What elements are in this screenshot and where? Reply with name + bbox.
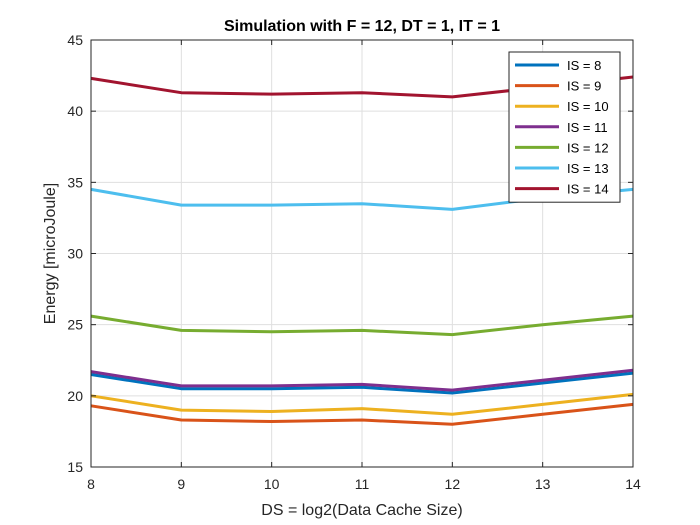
x-tick-label: 13 <box>535 476 551 492</box>
legend-label: IS = 13 <box>567 161 609 176</box>
series-line <box>90 371 634 395</box>
legend-label: IS = 9 <box>567 79 601 94</box>
y-tick-label: 35 <box>67 174 83 190</box>
series-line <box>90 314 634 337</box>
y-tick-label: 15 <box>67 459 83 475</box>
chart-title: Simulation with F = 12, DT = 1, IT = 1 <box>224 18 500 35</box>
x-tick-label: 8 <box>87 476 95 492</box>
x-tick-label: 9 <box>177 476 185 492</box>
series-line <box>90 402 634 426</box>
x-tick-label: 12 <box>445 476 461 492</box>
series-line <box>90 392 634 416</box>
y-tick-label: 30 <box>67 246 83 262</box>
x-axis-label: DS = log2(Data Cache Size) <box>261 502 462 519</box>
legend-label: IS = 12 <box>567 140 609 155</box>
y-tick-label: 40 <box>67 103 83 119</box>
legend-label: IS = 11 <box>567 120 608 135</box>
x-tick-label: 11 <box>355 476 370 492</box>
y-tick-label: 20 <box>67 388 83 404</box>
axis-ticks: 8 9 10 11 12 13 14 15 20 25 30 35 40 45 <box>67 32 641 492</box>
legend: IS = 8 IS = 9 IS = 10 IS = 11 IS = 12 IS = 13… <box>508 51 621 203</box>
x-tick-label: 10 <box>264 476 280 492</box>
series-line <box>90 368 634 392</box>
legend-label: IS = 14 <box>567 182 609 197</box>
y-tick-label: 25 <box>67 317 83 333</box>
y-tick-label: 45 <box>67 32 83 48</box>
legend-label: IS = 10 <box>567 99 609 114</box>
legend-label: IS = 8 <box>567 58 601 73</box>
y-axis-label: Energy [microJoule] <box>42 183 59 324</box>
x-tick-label: 14 <box>625 476 641 492</box>
series-lines <box>90 75 634 426</box>
